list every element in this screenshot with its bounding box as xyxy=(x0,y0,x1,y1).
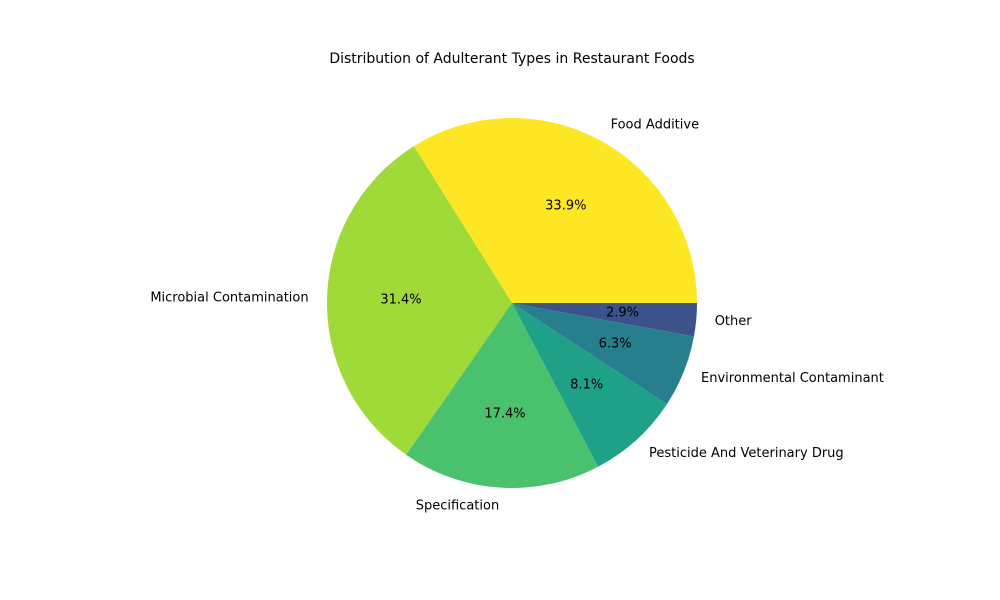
slice-percent-0: 33.9% xyxy=(545,198,586,213)
slice-label-0: Food Additive xyxy=(611,118,700,133)
slice-label-5: Other xyxy=(715,314,753,329)
pie-percent-labels: 33.9% 31.4% 17.4% 8.1% 6.3% 2.9% xyxy=(380,198,639,421)
pie-slices xyxy=(327,118,697,488)
slice-label-3: Pesticide And Veterinary Drug xyxy=(649,446,844,461)
pie-slice-3 xyxy=(512,303,667,467)
slice-label-1: Microbial Contamination xyxy=(150,290,308,305)
pie-labels: Food Additive Microbial Contamination Spec… xyxy=(150,118,884,514)
slice-label-4: Environmental Contaminant xyxy=(701,371,884,386)
slice-percent-3: 8.1% xyxy=(570,378,603,393)
pie-slice-5 xyxy=(512,303,697,337)
slice-percent-4: 6.3% xyxy=(599,337,632,352)
pie-slice-4 xyxy=(512,303,694,405)
slice-percent-2: 17.4% xyxy=(484,406,525,421)
slice-label-2: Specification xyxy=(416,499,499,514)
chart-title: Distribution of Adulterant Types in Rest… xyxy=(329,51,694,67)
pie-slice-0 xyxy=(413,118,697,303)
slice-percent-5: 2.9% xyxy=(606,306,639,321)
slice-percent-1: 31.4% xyxy=(380,293,421,308)
pie-slice-1 xyxy=(327,146,512,455)
pie-slice-2 xyxy=(406,303,599,488)
